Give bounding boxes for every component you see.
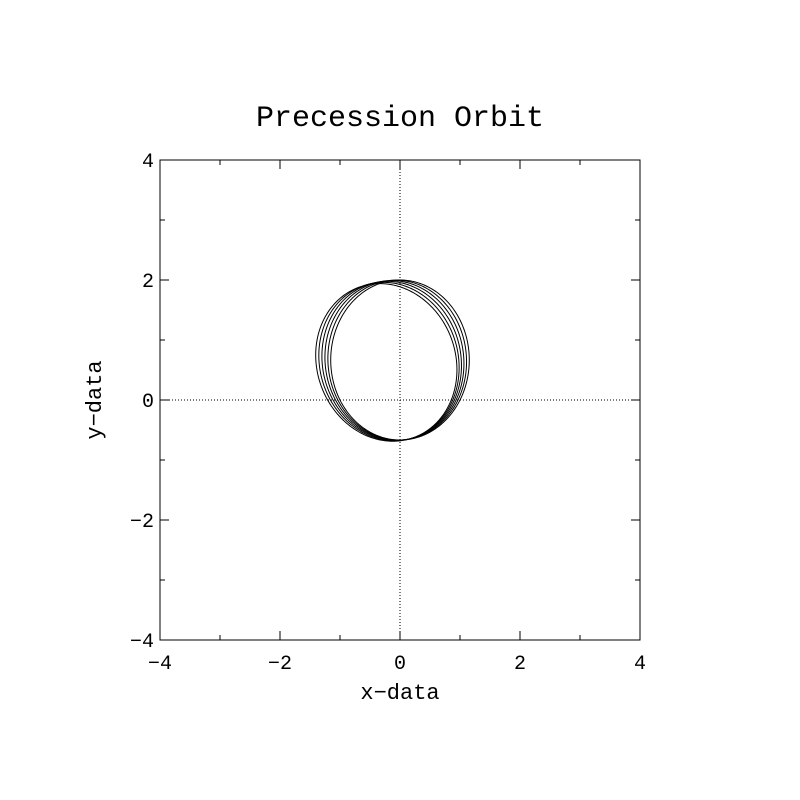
orbit-curves <box>315 279 470 442</box>
zero-lines <box>160 160 640 640</box>
x-tick-label: −4 <box>148 653 172 676</box>
y-tick-label: 0 <box>142 391 154 414</box>
y-axis-label: y−data <box>83 360 108 439</box>
y-tick-label: −4 <box>130 631 154 654</box>
x-tick-label: 0 <box>394 653 406 676</box>
x-axis-label: x−data <box>360 681 439 706</box>
tick-labels: −4 −2 0 2 4 −4 −2 0 2 4 <box>130 151 646 676</box>
y-tick-label: 2 <box>142 271 154 294</box>
y-tick-label: 4 <box>142 151 154 174</box>
x-tick-label: 4 <box>634 653 646 676</box>
chart-title: Precession Orbit <box>256 102 544 136</box>
x-tick-label: 2 <box>514 653 526 676</box>
axis-ticks <box>159 159 641 641</box>
y-tick-label: −2 <box>130 511 154 534</box>
x-tick-label: −2 <box>268 653 292 676</box>
orbit-curve-6 <box>315 283 458 442</box>
